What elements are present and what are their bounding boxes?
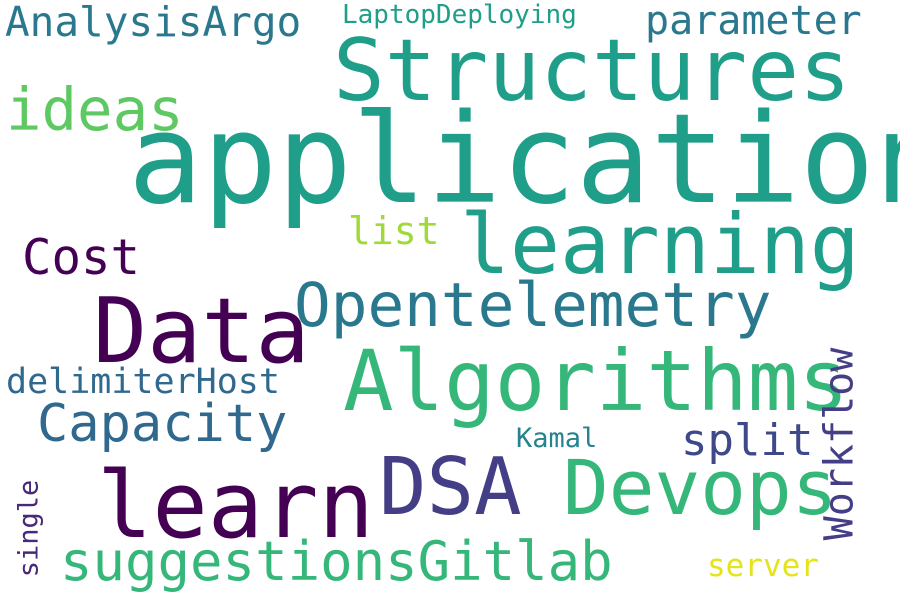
- word-data: Data: [93, 279, 310, 384]
- word-dsa: DSA: [379, 441, 522, 533]
- word-opentelemetry: Opentelemetry: [294, 270, 772, 341]
- word-learn: learn: [97, 452, 374, 559]
- word-algorithms: Algorithms: [343, 332, 849, 430]
- word-application: application: [128, 88, 900, 232]
- word-single: single: [13, 479, 45, 578]
- word-suggestionsgitlab: suggestionsGitlab: [60, 530, 613, 593]
- word-devops: Devops: [563, 443, 838, 532]
- word-parameter: parameter: [645, 0, 862, 44]
- word-capacity: Capacity: [37, 394, 288, 454]
- word-split: split: [681, 415, 814, 466]
- word-cost: Cost: [22, 229, 141, 286]
- word-learning: learning: [460, 196, 860, 293]
- word-delimiterhost: delimiterHost: [6, 362, 280, 402]
- word-kamal: Kamal: [516, 423, 598, 454]
- word-analysisargo: AnalysisArgo: [5, 0, 302, 46]
- word-laptopdeploying: LaptopDeploying: [342, 0, 577, 30]
- word-structures: Structures: [333, 21, 851, 121]
- word-server: server: [707, 548, 819, 584]
- word-ideas: ideas: [6, 75, 184, 144]
- word-workflow: Workflow: [816, 347, 863, 541]
- word-list: list: [348, 209, 440, 253]
